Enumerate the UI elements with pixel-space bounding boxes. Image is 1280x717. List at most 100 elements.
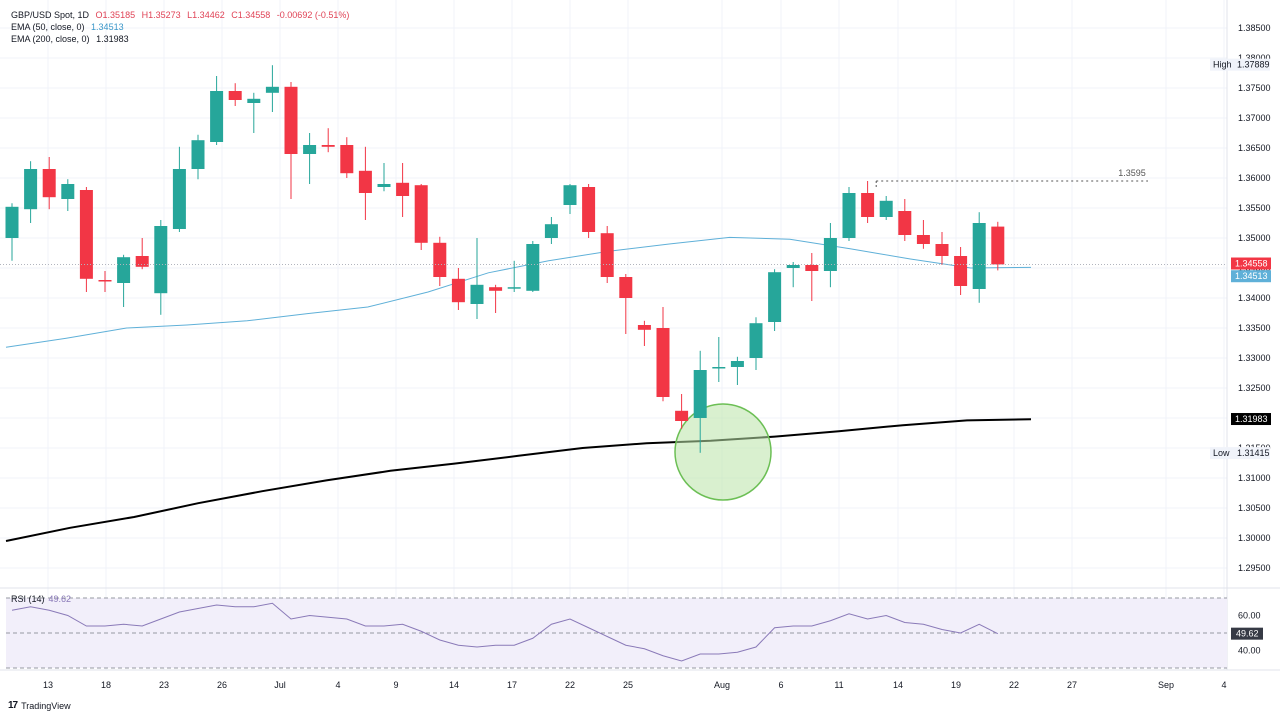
candle-body [470,284,484,304]
candle-body [265,86,279,93]
candle[interactable] [228,83,242,106]
candle[interactable] [805,253,819,301]
candle[interactable] [954,247,968,295]
candle[interactable] [507,260,521,292]
date-axis[interactable]: 13 18 23 26 Jul 4 9 14 17 22 25 Aug 6 11 14 19 22 27 Sep 4 [43,680,1227,690]
candle[interactable] [730,356,744,385]
candle[interactable] [619,274,633,334]
candle-body [117,257,131,283]
candle-body [675,410,689,421]
candle[interactable] [61,179,75,211]
candle-body [191,140,205,169]
candle[interactable] [823,223,837,288]
candle-body [935,244,949,256]
footer-brand[interactable]: 17 TradingView [8,700,71,711]
chart-legend: GBP/USD Spot, 1D O1.35185 H1.35273 L1.34… [11,9,349,45]
price-tick-label: 1.36000 [1238,173,1271,183]
ema50-price-tag[interactable]: 1.34513 [1231,270,1271,283]
date-tick-label: 14 [893,680,903,690]
candle[interactable] [42,157,56,210]
candle[interactable] [991,221,1005,271]
candle[interactable] [154,220,168,315]
candle[interactable] [898,199,912,241]
candle[interactable] [284,82,298,199]
candle[interactable] [526,241,540,292]
candle[interactable] [135,238,149,270]
price-axis[interactable]: 1.38500 1.38000 1.37500 1.37000 1.36500 1.360… [1210,23,1271,573]
candle[interactable] [210,76,224,145]
candle[interactable] [24,161,38,223]
date-tick-label: 6 [778,680,783,690]
candle-body [805,265,819,271]
ema-200-path [5,418,1032,542]
candle[interactable] [5,203,19,261]
candle[interactable] [656,307,670,402]
candle[interactable] [79,187,93,292]
candle[interactable] [117,254,131,307]
rsi-label-text[interactable]: RSI (14) [11,594,45,604]
candle-body [247,98,261,103]
candle[interactable] [489,284,503,313]
candle[interactable] [600,226,614,283]
candle[interactable] [247,92,261,133]
candle[interactable] [433,236,447,286]
ema50-price-tag-text: 1.34513 [1235,271,1268,281]
candle-body [303,145,317,154]
candle[interactable] [916,220,930,249]
candle-body [842,193,856,238]
last-price-tag[interactable]: 1.34558 [1231,257,1271,270]
rsi-value-tag[interactable]: 49.62 [1231,627,1263,640]
date-tick-label: 9 [393,680,398,690]
candle[interactable] [563,184,577,214]
candle-body [600,233,614,277]
candle[interactable] [582,184,596,238]
candle[interactable] [303,133,317,184]
candle-body [712,367,726,369]
high-value: 1.37889 [1237,60,1270,70]
candle[interactable] [98,271,112,292]
ema50-label[interactable]: EMA (50, close, 0) [11,22,85,32]
ema200-price-tag[interactable]: 1.31983 [1231,413,1271,426]
candle[interactable] [972,212,986,303]
rsi-pane[interactable]: 60.00 40.00 49.62 [6,597,1263,669]
candle[interactable] [693,350,707,453]
candle[interactable] [879,196,893,220]
rsi-legend: RSI (14) 49.62 [11,594,71,604]
candle[interactable] [749,317,763,370]
candle-body [656,328,670,397]
candle[interactable] [935,232,949,265]
low-label: Low [1213,448,1230,458]
tradingview-logo-icon: 17 [8,700,18,711]
ema200-label[interactable]: EMA (200, close, 0) [11,34,90,44]
candle[interactable] [191,134,205,180]
candle[interactable] [321,128,335,153]
symbol-label[interactable]: GBP/USD Spot, 1D [11,10,90,20]
candle[interactable] [861,181,875,223]
candle-body [823,238,837,271]
candle[interactable] [451,268,465,310]
support-circle-highlight [674,403,772,501]
candle[interactable] [396,163,410,217]
candle[interactable] [340,137,354,178]
candle[interactable] [637,320,651,346]
candle[interactable] [358,146,372,220]
candle[interactable] [842,187,856,241]
candles[interactable] [5,65,1005,453]
candle[interactable] [675,394,689,429]
grid [0,0,1280,671]
candle[interactable] [172,146,186,232]
candle[interactable] [544,217,558,244]
candle-body [879,200,893,217]
candle[interactable] [414,184,428,250]
candle[interactable] [712,337,726,382]
low-value: 1.31415 [1237,448,1270,458]
candle[interactable] [768,269,782,331]
candle[interactable] [265,65,279,112]
candle[interactable] [470,238,484,319]
candle-body [79,190,93,279]
date-tick-label: 4 [1221,680,1226,690]
candle[interactable] [377,163,391,192]
date-tick-label: 11 [834,680,843,690]
candle[interactable] [786,262,800,288]
